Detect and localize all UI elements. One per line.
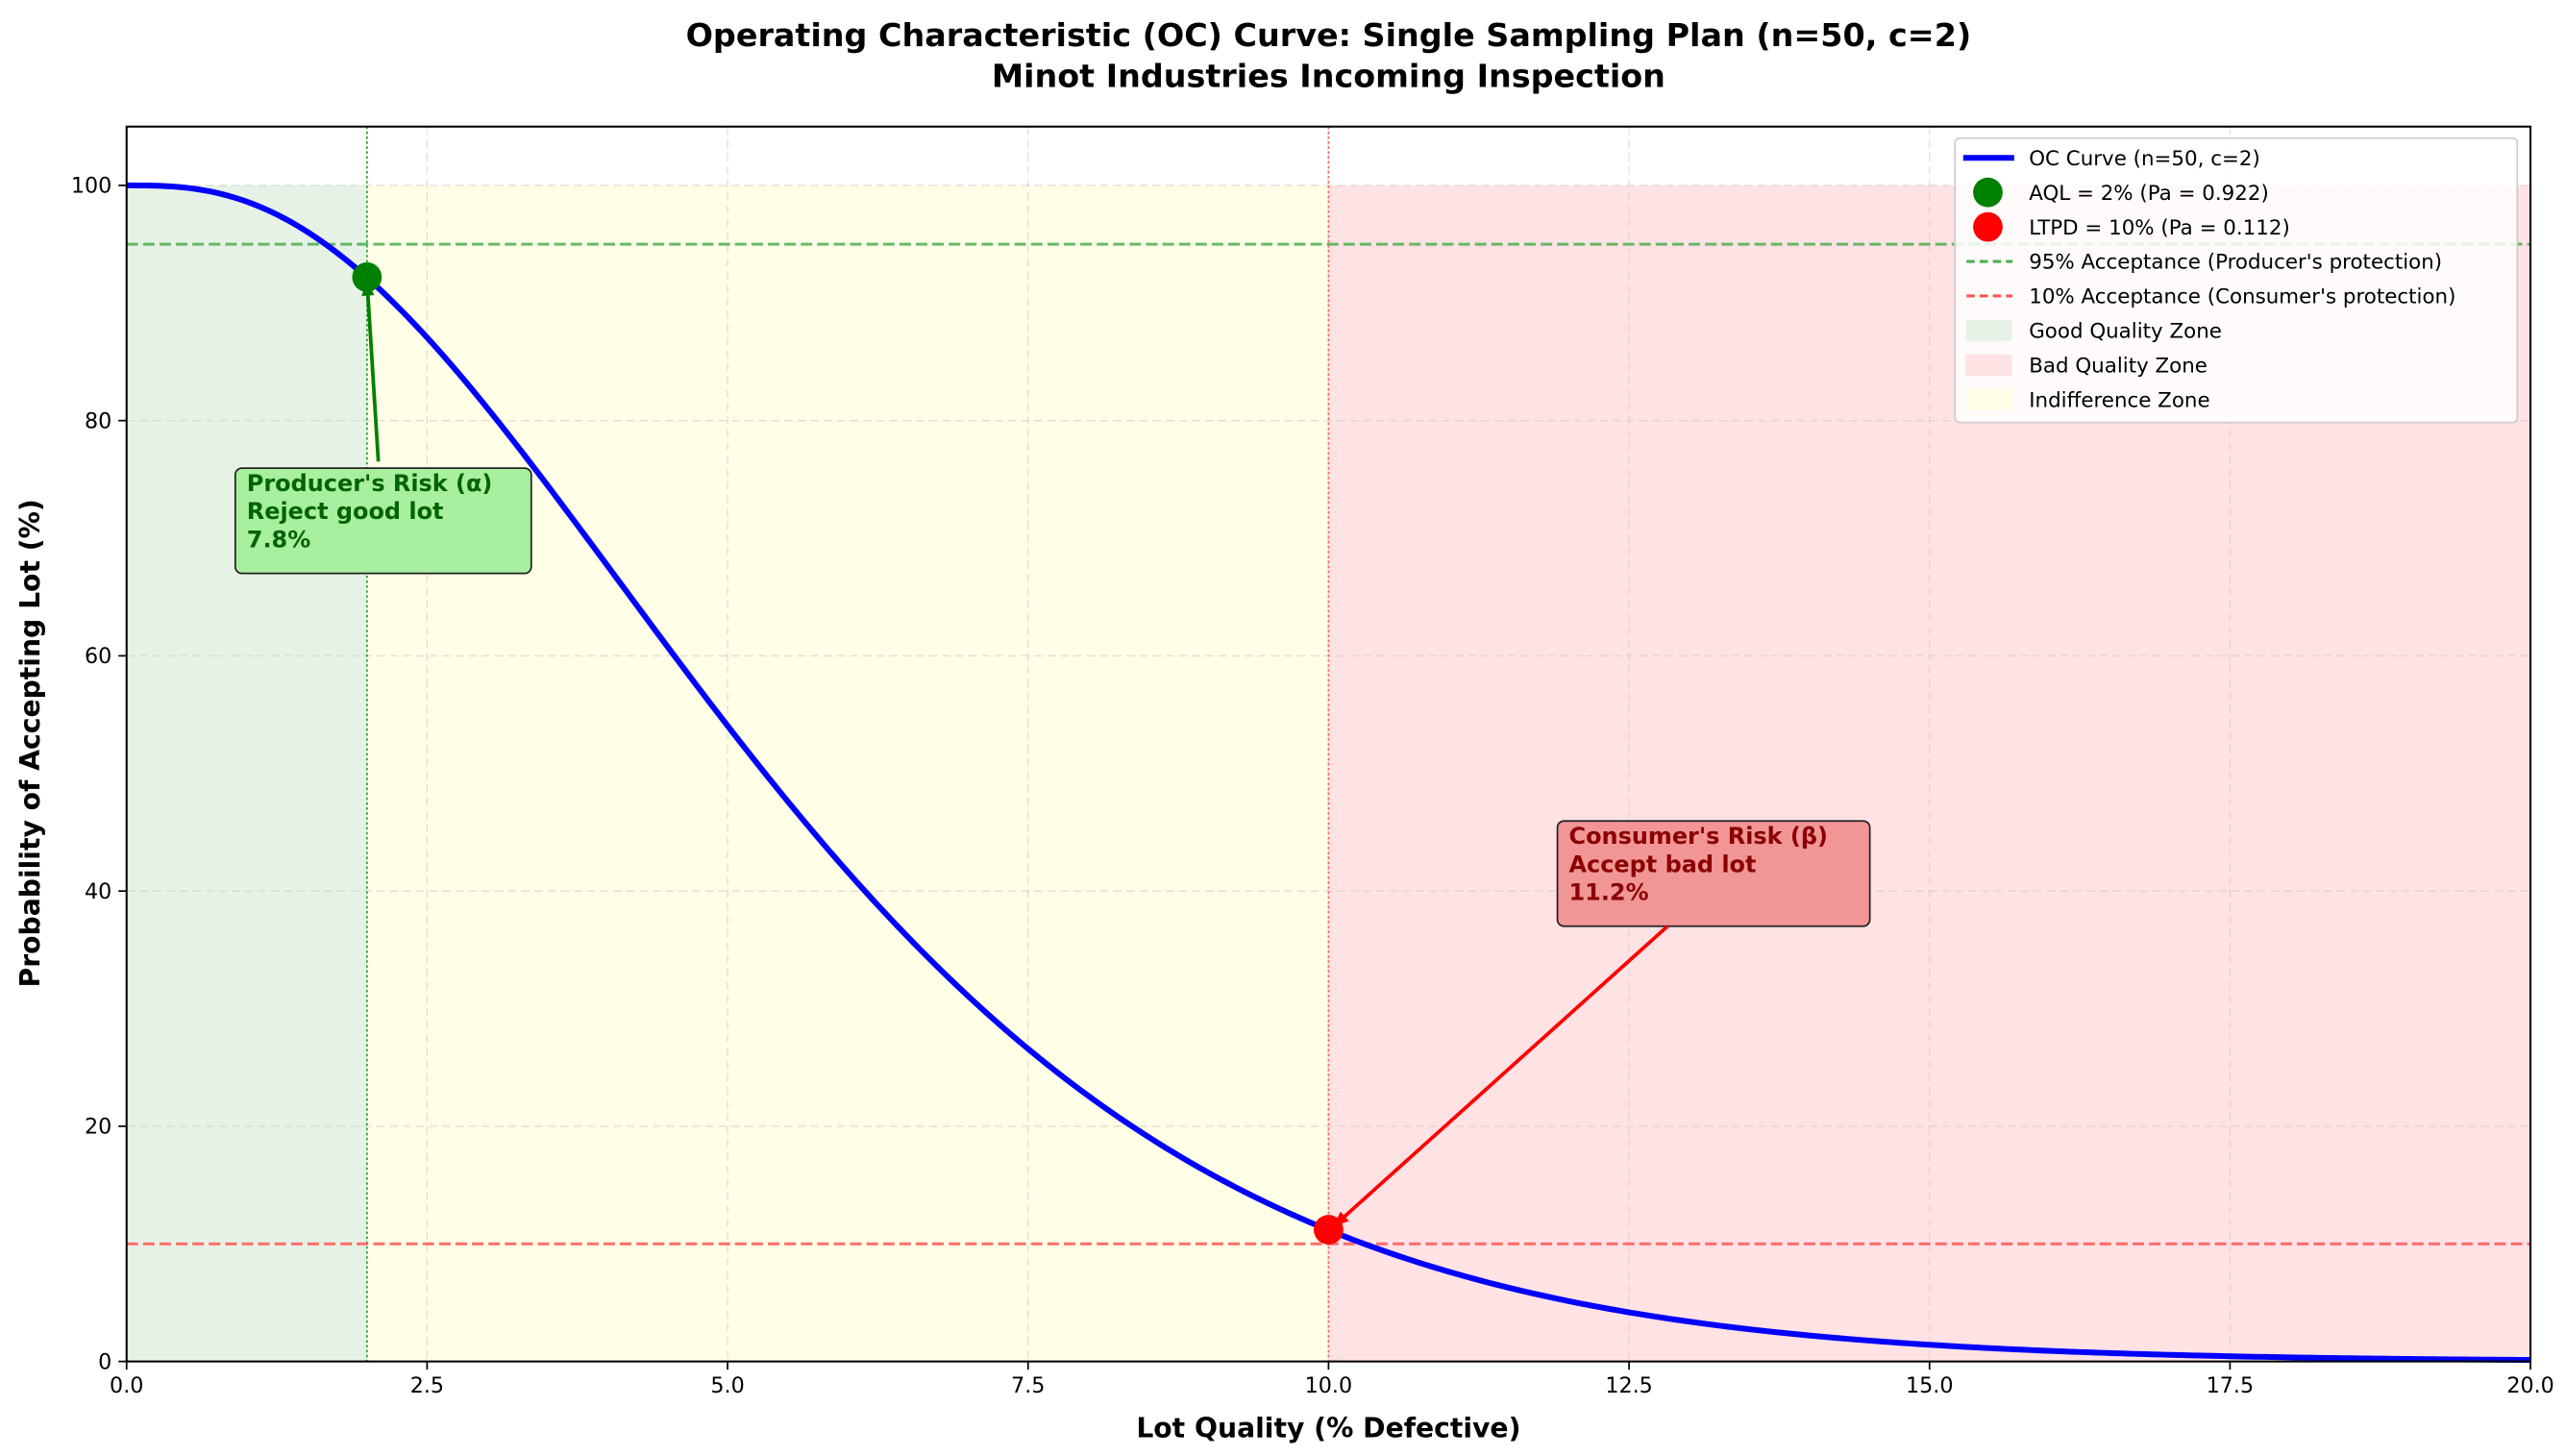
legend-label: Good Quality Zone: [2029, 320, 2222, 344]
legend: OC Curve (n=50, c=2) AQL = 2% (Pa = 0.922…: [1954, 136, 2519, 424]
x-tick-label: 17.5: [2207, 1373, 2255, 1398]
x-axis-label: Lot Quality (% Defective): [1136, 1412, 1520, 1444]
x-tick-label: 10.0: [1305, 1373, 1353, 1398]
y-tick-label: 20: [85, 1115, 111, 1140]
y-tick-label: 0: [98, 1349, 111, 1374]
annotation-text: Producer's Risk (α): [247, 470, 493, 497]
x-tick-label: 15.0: [1906, 1373, 1954, 1398]
y-tick-label: 40: [85, 879, 111, 904]
legend-marker-swatch: [1973, 211, 2003, 242]
legend-marker-swatch: [1973, 177, 2003, 208]
y-tick-label: 60: [85, 644, 111, 669]
annotation-box: [1556, 820, 1871, 927]
y-tick-label: 100: [71, 174, 111, 199]
legend-label: 95% Acceptance (Producer's protection): [2029, 251, 2442, 275]
zone-2: [366, 185, 1329, 1362]
annotation-text: Accept bad lot: [1569, 851, 1757, 877]
y-tick-label: 80: [85, 408, 111, 433]
chart-title: Operating Characteristic (OC) Curve: Sin…: [686, 16, 1972, 54]
annotation-text: Consumer's Risk (β): [1569, 823, 1828, 850]
x-tick-label: 2.5: [410, 1373, 444, 1398]
x-tick-label: 7.5: [1011, 1373, 1045, 1398]
legend-label: AQL = 2% (Pa = 0.922): [2029, 182, 2269, 206]
annotation-arrow: [1332, 925, 1669, 1228]
legend-patch-swatch: [1965, 354, 2012, 376]
legend-label: Bad Quality Zone: [2029, 355, 2207, 379]
key-point-marker: [1314, 1215, 1344, 1245]
x-tick-label: 20.0: [2506, 1373, 2554, 1398]
legend-label: Indifference Zone: [2029, 388, 2209, 412]
zone-0: [126, 185, 367, 1362]
annotation-arrow: [364, 280, 381, 462]
legend-label: OC Curve (n=50, c=2): [2029, 147, 2260, 171]
y-axis-label: Probability of Accepting Lot (%): [14, 499, 46, 987]
x-tick-label: 12.5: [1605, 1373, 1653, 1398]
legend-label: 10% Acceptance (Consumer's protection): [2029, 285, 2455, 309]
legend-patch-swatch: [1965, 319, 2012, 342]
x-tick-label: 5.0: [710, 1373, 744, 1398]
legend-label: LTPD = 10% (Pa = 0.112): [2029, 216, 2290, 240]
chart-subtitle: Minot Industries Incoming Inspection: [992, 58, 1665, 95]
legend-patch-swatch: [1965, 388, 2012, 410]
x-tick-label: 0.0: [110, 1373, 143, 1398]
key-point-marker: [352, 261, 382, 292]
annotation-text: 11.2%: [1569, 878, 1649, 905]
legend-box: [1954, 136, 2519, 424]
annotation-text: 7.8%: [247, 526, 310, 553]
annotation-box: [234, 467, 532, 575]
annotation-text: Reject good lot: [247, 498, 444, 525]
